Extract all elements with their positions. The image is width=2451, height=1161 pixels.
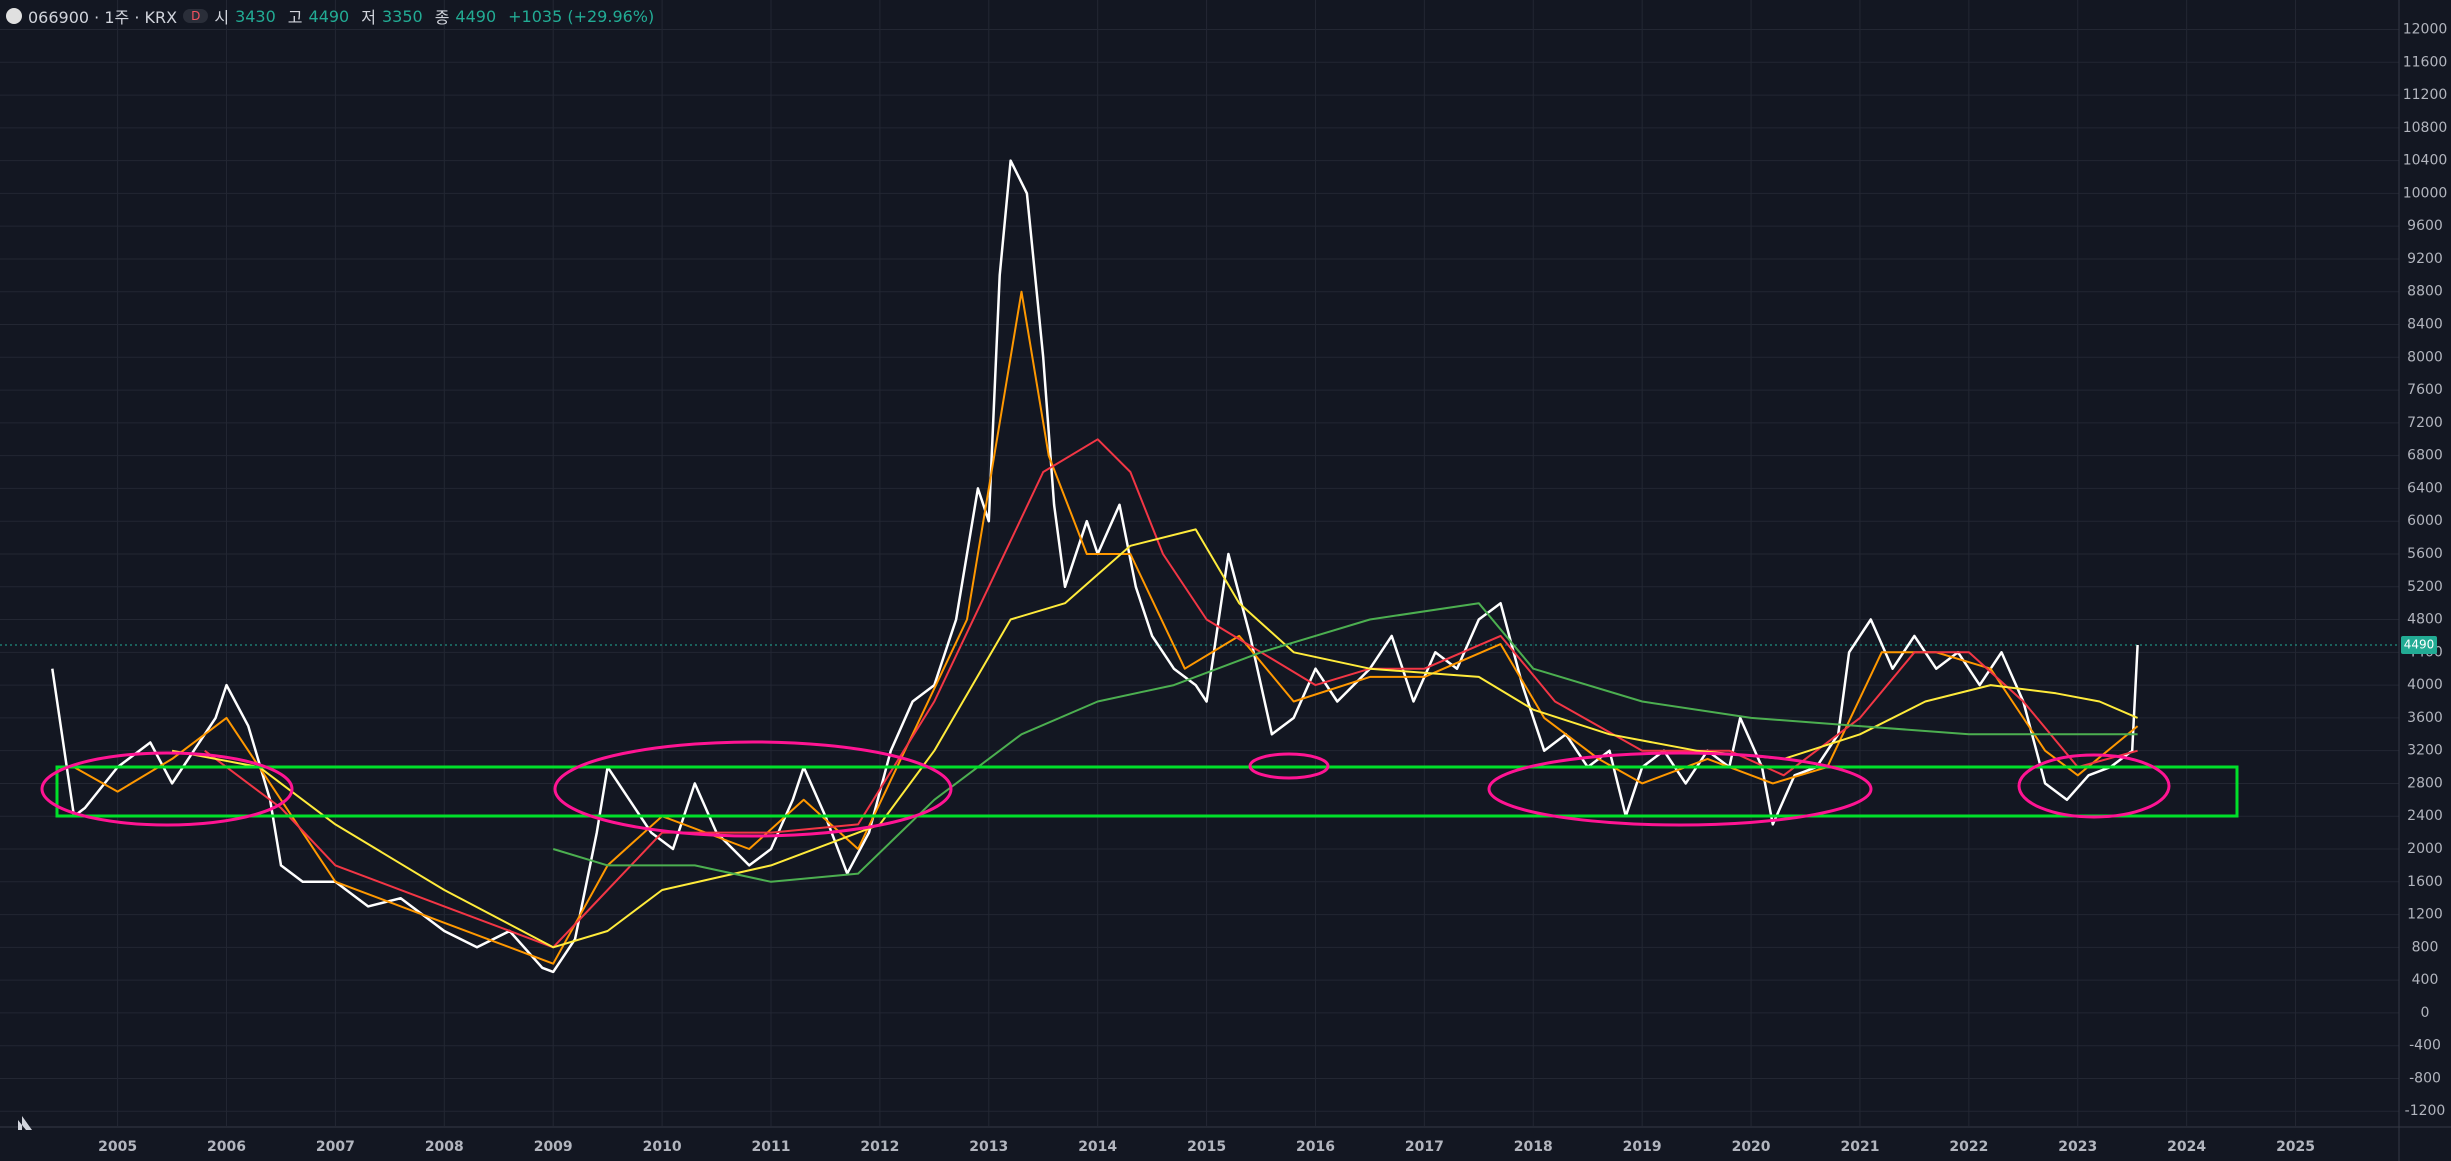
x-tick-label: 2007 [316,1139,355,1155]
y-tick-label: 5600 [2407,546,2443,562]
x-tick-label: 2022 [1949,1139,1988,1155]
y-tick-label: 7200 [2407,415,2443,431]
last-price-label: 4490 [2404,637,2435,651]
open-label: 시 [214,8,230,27]
logo [8,1116,32,1130]
y-tick-label: -1200 [2405,1103,2446,1119]
y-tick-label: -400 [2409,1038,2441,1054]
y-tick-label: 1200 [2407,907,2443,923]
close-value: 4490 [455,6,497,26]
y-tick-label: -800 [2409,1070,2441,1086]
y-tick-label: 6800 [2407,448,2443,464]
x-tick-label: 2020 [1732,1139,1771,1155]
x-tick-label: 2011 [752,1139,791,1155]
x-tick-label: 2017 [1405,1139,1444,1155]
y-tick-label: 9200 [2407,251,2443,267]
y-tick-label: 3200 [2407,743,2443,759]
last-price-badge [2401,635,2437,654]
open-value: 3430 [235,6,276,26]
price-line [51,159,2139,974]
y-tick-label: 0 [2421,1005,2430,1021]
high-label: 고 [287,8,303,27]
x-tick-label: 2023 [2058,1139,2097,1155]
y-tick-label: 10400 [2403,153,2448,169]
change: +1035 (+29.96%) [508,6,655,26]
y-tick-label: 6400 [2407,480,2443,496]
y-tick-label: 2000 [2407,841,2443,857]
x-tick-label: 2021 [1840,1139,1879,1155]
symbol: 066900 · 1주 · KRX [28,8,178,27]
highlight-ellipse [1248,752,1330,780]
y-tick-label: 3600 [2407,710,2443,726]
annotations [40,740,2239,838]
y-tick-label: 7600 [2407,382,2443,398]
x-tick-label: 2024 [2167,1139,2206,1155]
plot [51,159,2139,974]
y-tick-label: 10800 [2403,120,2448,136]
symbol-icon [6,8,22,24]
y-tick-label: 11600 [2403,54,2448,70]
y-tick-label: 800 [2412,939,2439,955]
x-tick-label: 2014 [1078,1139,1117,1155]
y-tick-label: 8400 [2407,317,2443,333]
price-line [552,602,2138,883]
y-tick-label: 8800 [2407,284,2443,300]
highlight-ellipse [2017,753,2171,819]
y-tick-label: 9600 [2407,218,2443,234]
x-tick-label: 2016 [1296,1139,1335,1155]
x-tick-label: 2013 [969,1139,1008,1155]
x-tick-label: 2005 [98,1139,137,1155]
x-tick-label: 2009 [534,1139,573,1155]
highlight-ellipse [1487,751,1873,827]
x-tick-label: 2008 [425,1139,464,1155]
low-value: 3350 [381,6,423,26]
axes: -1200 -800 -400 0 400 800 1200 1600 2000 2400 2800… [98,22,2447,1155]
interval-badge[interactable]: D [183,9,209,23]
y-tick-label: 4800 [2407,612,2443,628]
price-line [171,528,2138,949]
price-line [73,290,2139,965]
y-tick-label: 12000 [2403,22,2448,38]
x-tick-label: 2018 [1514,1139,1553,1155]
high-value: 4490 [308,6,350,26]
x-tick-label: 2015 [1187,1139,1226,1155]
y-tick-label: 5200 [2407,579,2443,595]
y-tick-label: 1600 [2407,874,2443,890]
y-tick-label: 400 [2412,972,2439,988]
y-tick-label: 4000 [2407,677,2443,693]
price-line [204,438,2138,949]
x-tick-label: 2010 [643,1139,682,1155]
low-label: 저 [361,8,376,27]
grid [0,0,2399,1126]
x-tick-label: 2006 [207,1139,246,1155]
y-tick-label: 2800 [2407,775,2443,791]
y-tick-label: 2400 [2407,808,2443,824]
highlight-ellipse [553,740,953,838]
highlight-ellipse [40,751,294,827]
y-tick-label: 8000 [2407,349,2443,365]
y-tick-label: 10000 [2403,185,2448,201]
x-tick-label: 2012 [860,1139,899,1155]
support-box [55,765,2239,818]
x-tick-label: 2025 [2276,1139,2315,1155]
x-tick-label: 2019 [1623,1139,1662,1155]
y-tick-label: 11200 [2403,87,2448,103]
y-tick-label: 6000 [2407,513,2443,529]
close-label: 종 [434,8,450,27]
